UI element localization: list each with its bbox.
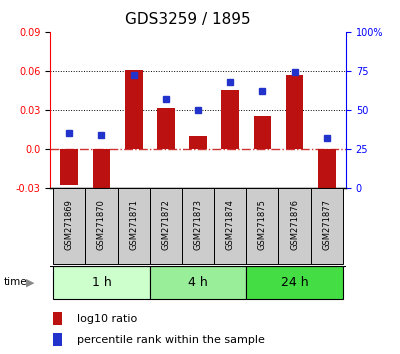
Bar: [254, 116, 271, 149]
Bar: [53, 333, 62, 346]
Text: time: time: [4, 277, 28, 287]
Text: GSM271874: GSM271874: [226, 199, 235, 250]
Bar: [53, 266, 150, 299]
Bar: [53, 188, 85, 264]
Text: GSM271870: GSM271870: [97, 199, 106, 250]
Text: GDS3259 / 1895: GDS3259 / 1895: [125, 12, 251, 27]
Text: GSM271869: GSM271869: [65, 199, 74, 250]
Bar: [246, 266, 343, 299]
Bar: [125, 69, 142, 149]
Text: 24 h: 24 h: [281, 276, 308, 289]
Text: ▶: ▶: [26, 277, 34, 287]
Text: GSM271871: GSM271871: [129, 199, 138, 250]
Bar: [286, 75, 303, 149]
Bar: [85, 188, 118, 264]
Text: 1 h: 1 h: [92, 276, 111, 289]
Bar: [311, 188, 343, 264]
Text: GSM271872: GSM271872: [161, 199, 170, 250]
Text: GSM271877: GSM271877: [322, 199, 331, 250]
Text: log10 ratio: log10 ratio: [77, 314, 137, 324]
Bar: [157, 108, 175, 149]
Text: GSM271873: GSM271873: [194, 199, 202, 250]
Bar: [189, 136, 207, 149]
Bar: [150, 266, 246, 299]
Text: GSM271876: GSM271876: [290, 199, 299, 250]
Bar: [182, 188, 214, 264]
Bar: [93, 149, 110, 190]
Bar: [221, 90, 239, 149]
Text: 4 h: 4 h: [188, 276, 208, 289]
Bar: [278, 188, 311, 264]
Bar: [118, 188, 150, 264]
Text: percentile rank within the sample: percentile rank within the sample: [77, 335, 264, 345]
Bar: [53, 312, 62, 325]
Bar: [60, 149, 78, 185]
Text: GSM271875: GSM271875: [258, 199, 267, 250]
Bar: [214, 188, 246, 264]
Bar: [318, 149, 336, 194]
Bar: [150, 188, 182, 264]
Bar: [246, 188, 278, 264]
